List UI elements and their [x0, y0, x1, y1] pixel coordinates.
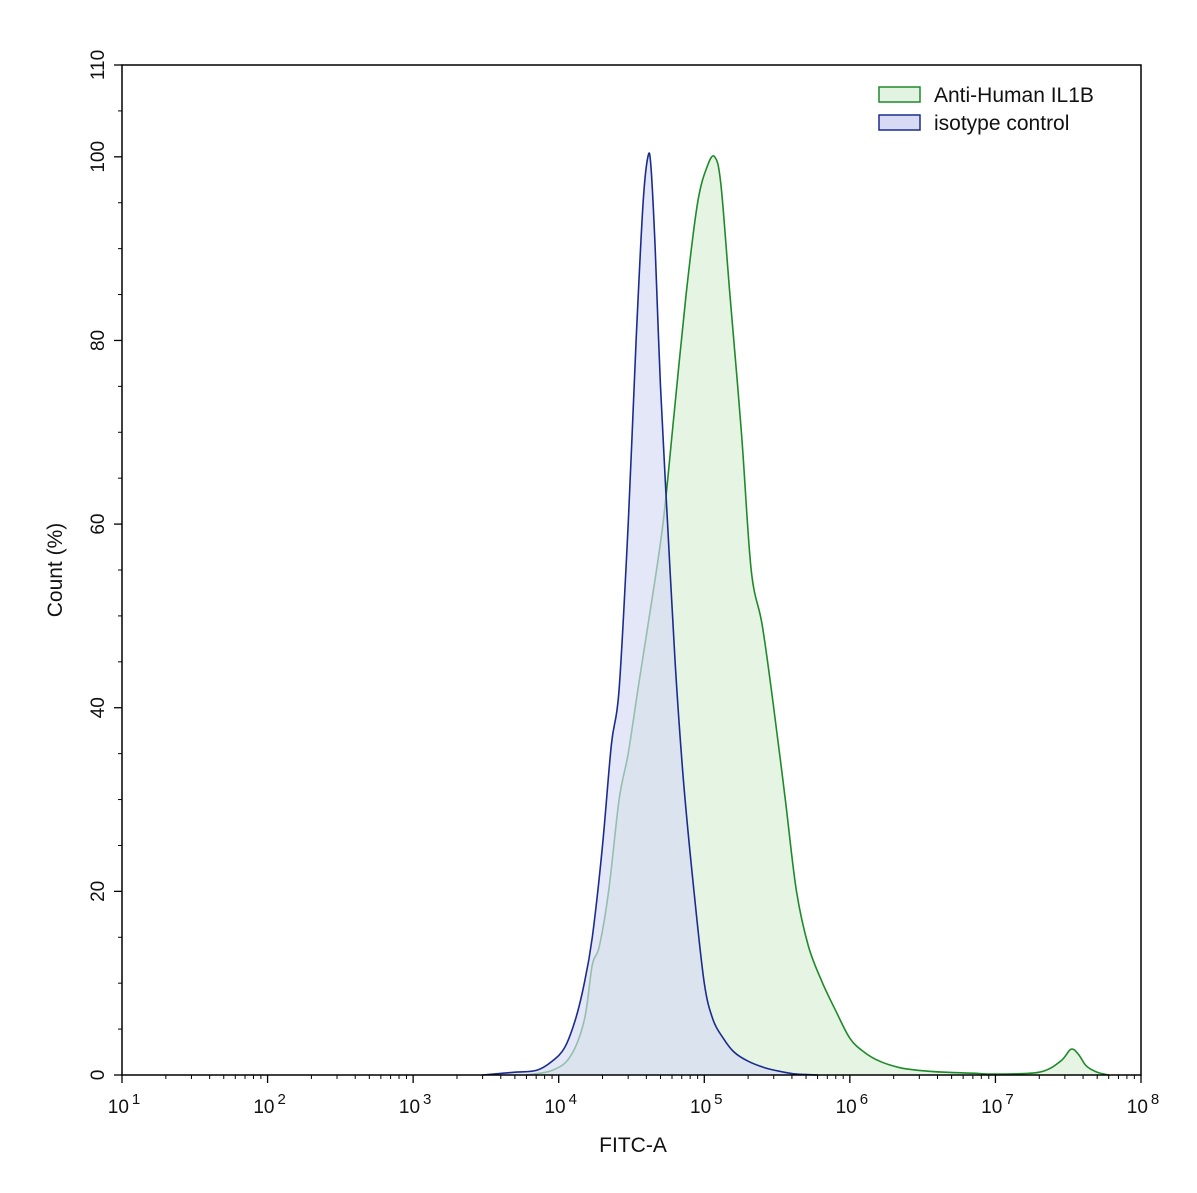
legend-swatch — [878, 114, 921, 131]
y-axis-title: Count (%) — [44, 523, 67, 618]
x-tick-label: 10 6 — [836, 1091, 868, 1118]
series-fill-1 — [482, 152, 818, 1075]
y-tick-label: 20 — [88, 881, 109, 902]
x-tick-label: 10 7 — [981, 1091, 1013, 1118]
y-tick-label: 0 — [88, 1070, 109, 1081]
series-layer — [482, 152, 1109, 1076]
x-tick-label: 10 3 — [399, 1091, 431, 1118]
y-tick-label: 40 — [88, 697, 109, 718]
legend-label: Anti-Human IL1B — [934, 84, 1094, 107]
x-tick-label: 10 8 — [1127, 1091, 1159, 1118]
x-tick-label: 10 1 — [108, 1091, 140, 1118]
x-tick-label: 10 5 — [690, 1091, 722, 1118]
x-axis: 10 1 10 2 10 3 10 4 10 5 10 6 10 7 10 8 — [108, 1075, 1159, 1118]
x-axis-title: FITC-A — [599, 1134, 667, 1157]
legend-swatch — [878, 86, 921, 103]
y-tick-label: 110 — [88, 50, 109, 80]
y-tick-label: 80 — [88, 330, 109, 351]
y-tick-label: 60 — [88, 514, 109, 535]
legend: Anti-Human IL1B isotype control — [878, 84, 1094, 135]
x-tick-label: 10 2 — [253, 1091, 285, 1118]
legend-label: isotype control — [934, 112, 1069, 135]
x-tick-label: 10 4 — [544, 1091, 576, 1118]
y-axis: 0 20 40 60 80 100 110 — [88, 50, 122, 1080]
y-tick-label: 100 — [88, 141, 109, 173]
series-line-1 — [482, 152, 818, 1076]
